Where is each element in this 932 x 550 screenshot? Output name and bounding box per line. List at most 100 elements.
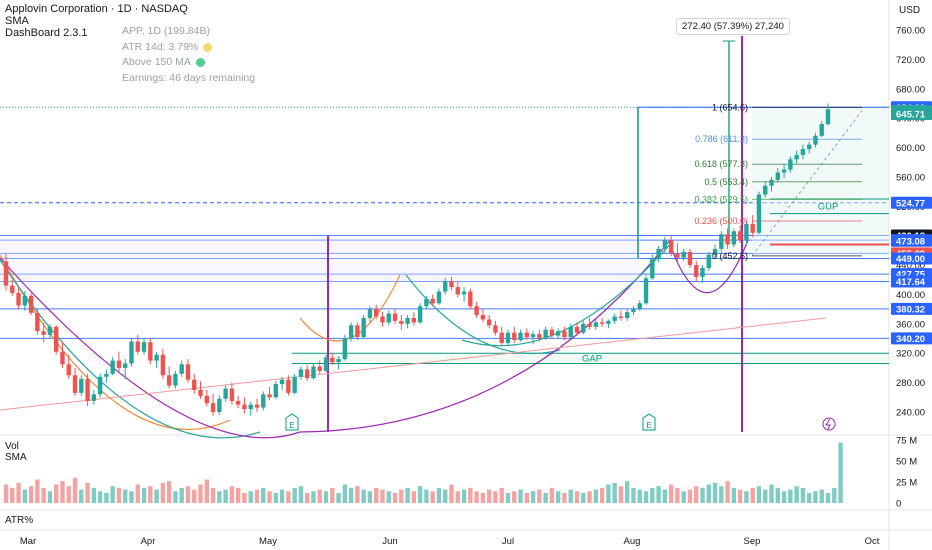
candle-body — [775, 172, 781, 180]
candle-body — [166, 375, 172, 386]
time-tick-label: Mar — [20, 536, 36, 547]
price-label-text: 449.00 — [896, 254, 925, 265]
candle-body — [392, 313, 398, 321]
dashboard-legend[interactable]: DashBoard 2.3.1 — [5, 27, 88, 39]
candle-body — [361, 317, 366, 338]
volume-bar — [524, 492, 530, 503]
time-axis: Mar Apr May Jun Jul Aug Sep Oct — [20, 536, 880, 547]
volume-bar — [367, 491, 373, 503]
candle-body — [129, 341, 134, 364]
candle-body — [662, 240, 668, 249]
price-tick-label: 560.00 — [896, 172, 925, 183]
volume-bar — [650, 487, 655, 503]
volume-bar — [712, 482, 718, 503]
candle-body — [668, 240, 674, 254]
atr-pane-label[interactable]: ATR% — [5, 515, 34, 526]
volume-label[interactable]: Vol — [5, 441, 19, 452]
volume-bar — [374, 487, 379, 503]
candle-body — [286, 379, 291, 393]
candle-body — [574, 326, 580, 333]
candle-body — [173, 373, 178, 386]
fib-label: 0.236 (500.0) — [694, 216, 748, 226]
volume-bar — [499, 487, 504, 503]
candle-body — [110, 360, 115, 374]
volume-bar — [668, 484, 674, 503]
candle-body — [756, 194, 762, 233]
fib-label: 0.618 (577.3) — [694, 159, 748, 169]
candle-body — [555, 331, 561, 336]
price-tick-label: 280.00 — [896, 378, 925, 389]
candle-body — [449, 281, 454, 288]
volume-bar — [185, 486, 191, 503]
price-label-badge — [891, 332, 932, 345]
candle-body — [292, 376, 297, 393]
candle-body — [185, 364, 191, 380]
fib-label: 1 (654.6) — [712, 102, 748, 112]
measure-tooltip: 272.40 (57.39%) 27,240 — [676, 18, 790, 35]
candle-body — [562, 331, 567, 338]
price-tick-label: 720.00 — [896, 55, 925, 66]
candle-body — [279, 379, 285, 385]
price-label-text: 524.77 — [896, 198, 925, 209]
candle-body — [518, 332, 523, 341]
volume-bar — [53, 484, 59, 503]
volume-bar — [304, 492, 310, 503]
price-label-badge — [891, 196, 932, 209]
volume-bar — [512, 491, 517, 503]
sma-line — [0, 317, 827, 411]
volume-bar — [85, 482, 90, 503]
candle-body — [424, 298, 429, 307]
candle-body — [22, 295, 28, 306]
volume-bar — [443, 489, 448, 503]
candle-body — [725, 234, 730, 245]
volume-bar — [229, 486, 235, 503]
candle-body — [374, 309, 379, 317]
volume-bar — [311, 491, 316, 503]
candle-body — [781, 169, 787, 173]
candle-body — [97, 376, 103, 395]
volume-bar — [832, 487, 837, 503]
price-label-text: 340.20 — [896, 334, 925, 345]
volume-bar — [744, 491, 749, 503]
volume-bar — [35, 479, 40, 503]
volume-bar — [706, 484, 711, 503]
dividend-icon — [822, 417, 836, 431]
candle-body — [800, 149, 806, 155]
volume-bar — [449, 484, 454, 503]
candle-body — [468, 291, 473, 307]
atr-status-dot-icon — [203, 42, 213, 52]
candle-body — [599, 322, 605, 324]
shaded-zone — [0, 235, 640, 282]
candle-body — [417, 306, 423, 323]
candle-body — [587, 323, 592, 327]
symbol-title[interactable]: Applovin Corporation · 1D · NASDAQ — [5, 3, 188, 15]
price-label-text: 427.75 — [896, 270, 926, 281]
time-tick-label: Sep — [744, 536, 761, 547]
volume-bar — [687, 489, 693, 503]
volume-bar — [643, 491, 649, 503]
volume-bar — [794, 486, 799, 503]
dashboard-row: ATR 14d: 3.79% — [122, 40, 255, 56]
time-tick-label: Jun — [382, 536, 397, 547]
volume-bar — [763, 489, 768, 503]
currency-label[interactable]: USD — [899, 5, 921, 16]
earnings-icon — [642, 413, 656, 431]
volume-sma-label[interactable]: SMA — [5, 452, 27, 463]
candle-body — [248, 404, 253, 410]
chart-annotations: 1 (654.6) 0.786 (611.3) 0.618 (577.3) 0.5 (… — [285, 102, 838, 431]
volume-bar — [486, 489, 492, 503]
volume-bar — [129, 491, 134, 503]
volume-bar — [361, 489, 366, 503]
price-tick-label: 440.00 — [896, 261, 925, 272]
volume-bar — [505, 492, 511, 503]
candle-body — [85, 378, 90, 401]
candle-body — [273, 384, 279, 398]
volume-bar — [342, 484, 348, 503]
candle-body — [386, 313, 391, 323]
candle-body — [323, 357, 329, 371]
sma-legend[interactable]: SMA — [5, 15, 29, 27]
volume-bar — [66, 486, 71, 503]
candle-body — [656, 248, 661, 260]
volume-bar — [135, 484, 140, 503]
